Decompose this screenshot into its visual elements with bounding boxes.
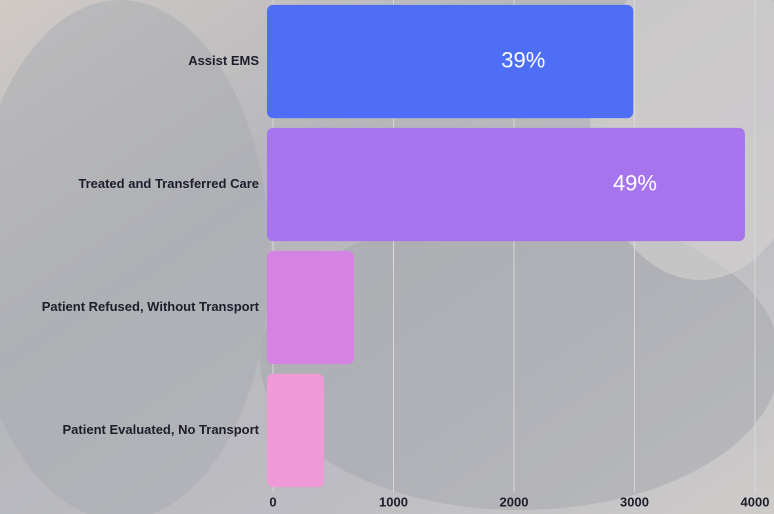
bar: [267, 373, 324, 488]
x-tick-label: 4000: [741, 494, 770, 509]
data-label: 49%: [613, 170, 657, 195]
x-tick-label: 0: [269, 494, 276, 509]
y-tick-label: Treated and Transferred Care: [78, 176, 259, 191]
x-tick-label: 1000: [379, 494, 408, 509]
bar: [267, 4, 634, 119]
x-tick-label: 3000: [620, 494, 649, 509]
bar: [267, 250, 354, 365]
y-tick-label: Patient Refused, Without Transport: [42, 299, 260, 314]
x-tick-label: 2000: [500, 494, 529, 509]
photo-shape: [0, 0, 270, 514]
y-tick-label: Patient Evaluated, No Transport: [63, 422, 260, 437]
data-label: 39%: [501, 47, 545, 72]
bar: [267, 127, 745, 242]
y-tick-label: Assist EMS: [188, 53, 259, 68]
photo-shape: [260, 210, 774, 510]
